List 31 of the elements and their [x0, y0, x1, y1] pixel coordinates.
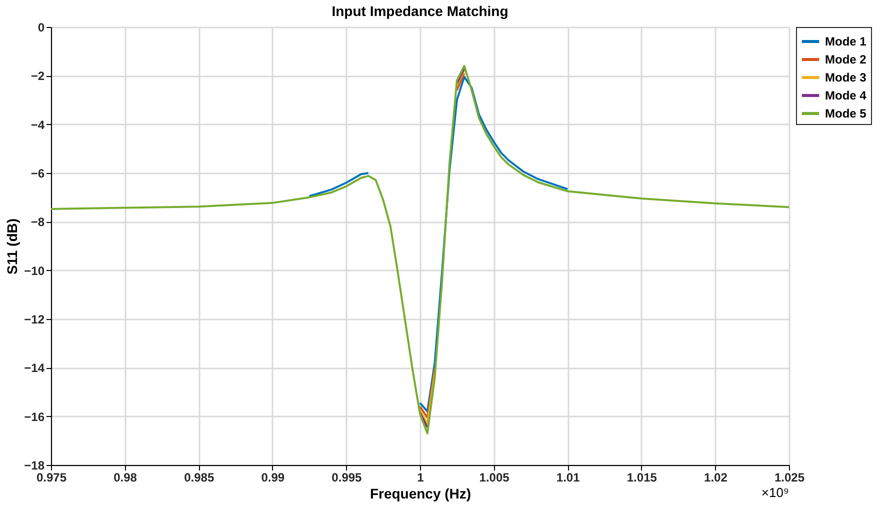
text: ×10⁹ — [761, 485, 789, 500]
legend-label: Mode 3 — [825, 70, 867, 84]
y-tick-label: −4 — [30, 118, 45, 132]
x-tick-label: 1.01 — [556, 470, 580, 484]
x-tick-label: 0.975 — [36, 470, 67, 484]
x-axis-title: Frequency (Hz) — [370, 486, 472, 502]
x-tick-label: 1 — [417, 470, 424, 484]
x-tick-label: 0.995 — [332, 470, 362, 484]
x-tick-label: 1.025 — [774, 470, 805, 484]
y-tick-label: −6 — [30, 166, 45, 180]
legend-label: Mode 2 — [825, 52, 867, 66]
y-tick-label: −2 — [30, 69, 45, 84]
legend-label: Mode 1 — [825, 34, 867, 48]
x-tick-label: 0.98 — [114, 470, 138, 484]
legend-label: Mode 5 — [825, 106, 867, 120]
chart-title: Input Impedance Matching — [332, 3, 508, 19]
x-tick-label: 1.02 — [704, 470, 728, 484]
y-axis-title: S11 (dB) — [4, 218, 20, 275]
y-tick-label: −8 — [30, 215, 45, 230]
x-tick-label: 1.005 — [479, 470, 510, 484]
y-tick-label: 0 — [38, 20, 45, 34]
x-tick-label: 0.99 — [261, 470, 285, 484]
line-series — [50, 64, 790, 434]
x-tick-label: 0.985 — [184, 470, 214, 484]
y-tick-label: −14 — [24, 361, 45, 376]
y-tick-label: −10 — [24, 264, 45, 278]
y-tick-label: −12 — [24, 312, 45, 326]
x-tick-label: 1.015 — [626, 470, 658, 484]
legend-label: Mode 4 — [825, 88, 867, 102]
y-tick-label: −16 — [24, 410, 45, 424]
y-tick-label: −18 — [24, 458, 45, 472]
